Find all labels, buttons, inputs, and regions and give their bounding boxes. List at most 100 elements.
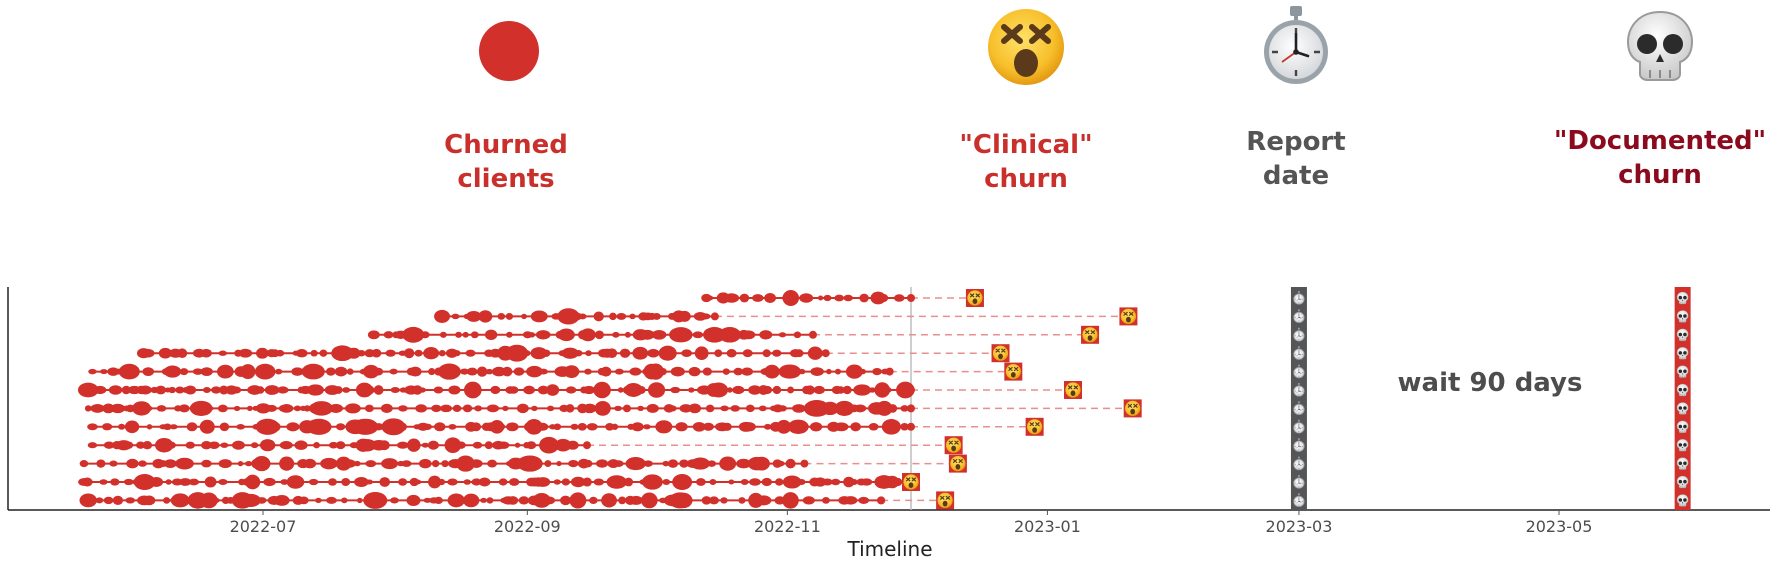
activity-point xyxy=(885,367,894,376)
documented-churn-column xyxy=(1674,287,1691,510)
clinical-churn-marker xyxy=(944,436,963,455)
activity-point xyxy=(231,440,245,450)
activity-point xyxy=(257,497,267,504)
activity-point xyxy=(580,328,596,342)
activity-point xyxy=(532,493,551,508)
activity-point xyxy=(423,347,440,360)
activity-point xyxy=(334,366,348,377)
activity-point xyxy=(334,386,343,394)
activity-point xyxy=(679,459,689,468)
activity-point xyxy=(448,385,461,395)
activity-point xyxy=(295,348,308,358)
dizzy-face-icon xyxy=(1005,363,1022,380)
activity-point xyxy=(758,405,767,412)
activity-point xyxy=(294,440,308,450)
activity-point xyxy=(301,363,325,380)
activity-point xyxy=(629,367,642,376)
clinical-churn-marker xyxy=(936,491,955,510)
activity-point xyxy=(415,404,428,413)
activity-point xyxy=(582,477,592,487)
activity-point xyxy=(541,349,551,357)
activity-point xyxy=(487,459,498,468)
activity-point xyxy=(182,459,194,469)
activity-point xyxy=(900,423,909,431)
activity-point xyxy=(200,348,212,358)
activity-point xyxy=(850,422,861,432)
activity-point xyxy=(625,457,646,471)
activity-point xyxy=(788,367,799,376)
activity-point xyxy=(420,331,430,339)
activity-point xyxy=(554,438,572,452)
activity-point xyxy=(169,424,178,430)
activity-point xyxy=(204,476,217,488)
x-tick-label: 2023-01 xyxy=(1014,517,1081,536)
activity-point xyxy=(364,385,375,395)
dizzy-face-icon xyxy=(1120,308,1137,325)
activity-point xyxy=(776,460,785,467)
activity-point xyxy=(622,404,632,413)
activity-point xyxy=(900,405,909,412)
activity-point xyxy=(709,382,729,398)
activity-point xyxy=(466,367,478,376)
activity-point xyxy=(810,367,824,376)
activity-point xyxy=(526,365,543,378)
activity-point xyxy=(834,294,845,302)
activity-point xyxy=(710,312,719,321)
activity-point xyxy=(298,496,309,505)
activity-point xyxy=(643,460,653,467)
activity-point xyxy=(568,460,579,468)
activity-point xyxy=(421,442,429,448)
activity-point xyxy=(709,478,717,486)
activity-point xyxy=(506,331,513,338)
activity-point xyxy=(431,404,442,413)
activity-point xyxy=(401,460,412,467)
activity-point xyxy=(497,312,506,320)
activity-point xyxy=(179,368,189,376)
activity-point xyxy=(670,366,685,377)
activity-point xyxy=(506,422,519,432)
activity-point xyxy=(775,478,784,486)
dizzy-face-icon xyxy=(992,345,1009,362)
report-date-column xyxy=(1290,287,1307,510)
activity-point xyxy=(142,495,156,506)
activity-point xyxy=(476,366,488,377)
activity-point xyxy=(397,441,409,449)
activity-point xyxy=(536,422,549,431)
dizzy-face-icon xyxy=(949,455,966,472)
activity-point xyxy=(216,364,234,379)
activity-point xyxy=(732,385,745,395)
legend-item-report-date: Report date xyxy=(1246,4,1346,191)
activity-point xyxy=(434,496,443,505)
activity-point xyxy=(736,458,752,469)
activity-point xyxy=(240,493,261,507)
activity-point xyxy=(853,384,872,396)
activity-point xyxy=(782,290,800,306)
activity-point xyxy=(586,423,598,431)
activity-point xyxy=(764,293,776,303)
wait-annotation: wait 90 days xyxy=(1398,368,1583,398)
activity-point xyxy=(280,479,289,485)
activity-point xyxy=(681,349,693,358)
activity-point xyxy=(668,405,677,412)
activity-point xyxy=(566,440,579,450)
activity-point xyxy=(413,479,422,485)
activity-point xyxy=(570,312,583,321)
activity-point xyxy=(714,349,723,357)
activity-point xyxy=(132,401,152,416)
activity-point xyxy=(472,441,483,449)
activity-point xyxy=(843,294,854,302)
activity-point xyxy=(497,441,510,449)
activity-point xyxy=(730,405,740,412)
activity-point xyxy=(726,387,733,393)
activity-point xyxy=(718,327,742,343)
activity-point xyxy=(843,476,855,488)
activity-point xyxy=(486,404,500,413)
activity-point xyxy=(539,436,559,454)
activity-point xyxy=(438,478,446,486)
activity-point xyxy=(238,348,253,358)
client-row xyxy=(78,473,920,491)
activity-point xyxy=(378,440,390,451)
activity-point xyxy=(189,400,213,416)
activity-point xyxy=(733,367,744,376)
